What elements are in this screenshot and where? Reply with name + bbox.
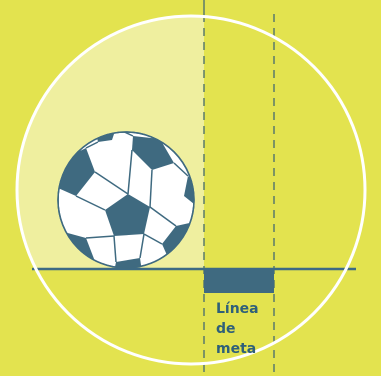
goal-line-label-line-2: de (216, 321, 236, 337)
goal-line-label-line-3: meta (216, 341, 257, 357)
goal-line-label-line-1: Línea (216, 301, 259, 317)
goal-line-label: Línea de meta (216, 299, 272, 359)
magnifier-circle (15, 14, 367, 366)
goal-line-block (204, 270, 274, 293)
